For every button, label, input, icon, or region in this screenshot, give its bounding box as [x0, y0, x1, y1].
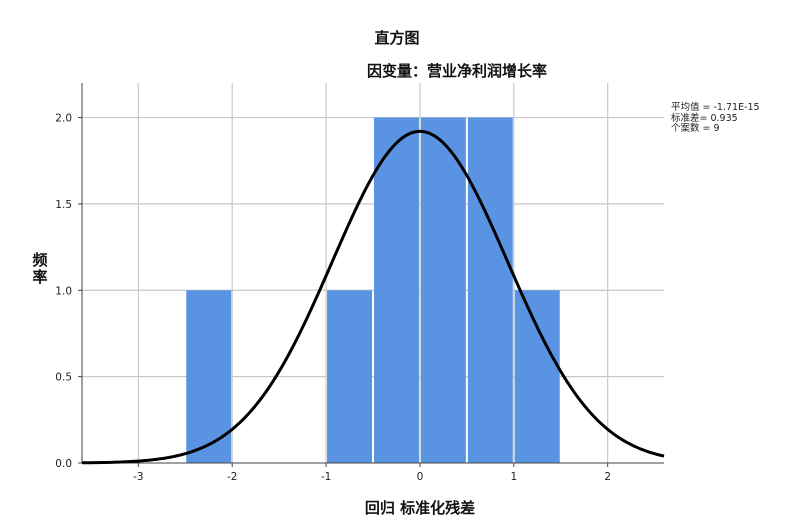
- stats-n: 个案数 = 9: [671, 123, 720, 134]
- chart-subtitle: 因变量：营业净利润增长率: [366, 62, 547, 80]
- x-axis-label: 回归 标准化残差: [364, 499, 476, 517]
- histogram-bar: [467, 117, 513, 463]
- y-tick-label: 0.5: [55, 372, 72, 384]
- histogram-bar: [374, 117, 419, 463]
- histogram-bar: [327, 290, 372, 463]
- histogram-bar: [514, 290, 560, 463]
- y-tick-label: 0.0: [55, 458, 72, 470]
- y-tick-label: 1.0: [55, 285, 72, 297]
- histogram-bar: [420, 117, 466, 463]
- histogram-bar: [186, 290, 232, 463]
- x-tick-label: -1: [321, 471, 331, 483]
- normal-curve: [81, 129, 665, 465]
- x-tick-label: -2: [227, 471, 237, 483]
- x-tick-label: 0: [417, 471, 424, 483]
- y-axis-label: 频率: [32, 251, 48, 286]
- y-tick-label: 2.0: [55, 113, 72, 125]
- x-tick-label: 2: [604, 471, 611, 483]
- x-tick-label: 1: [510, 471, 517, 483]
- stats-legend: 平均值 = -1.71E-15 标准差= 0.935 个案数 = 9: [671, 102, 760, 135]
- stats-mean: 平均值 = -1.71E-15: [671, 102, 760, 113]
- stats-sd: 标准差= 0.935: [671, 112, 738, 124]
- y-tick-label: 1.5: [55, 199, 72, 211]
- chart-title: 直方图: [374, 29, 420, 47]
- x-tick-label: -3: [133, 471, 143, 483]
